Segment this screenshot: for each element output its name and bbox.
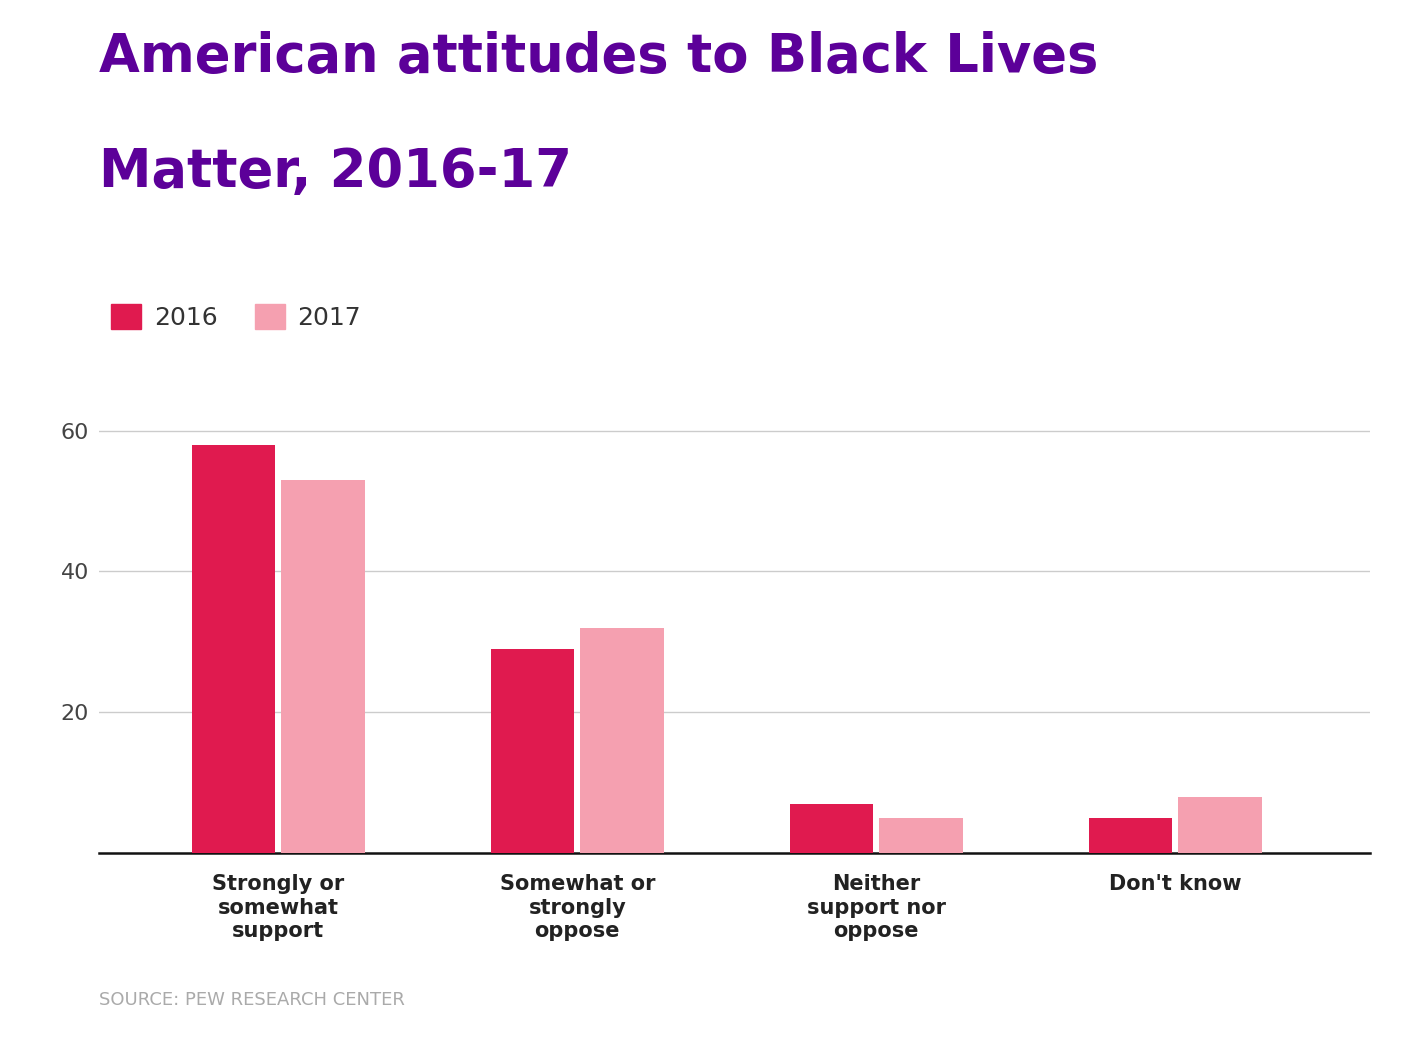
Bar [580, 628, 664, 853]
Text: Matter, 2016-17: Matter, 2016-17 [99, 146, 572, 198]
Bar [281, 479, 364, 853]
Bar [1089, 817, 1172, 853]
Bar [1178, 797, 1262, 853]
Text: American attitudes to Black Lives: American attitudes to Black Lives [99, 31, 1099, 83]
Bar [880, 817, 963, 853]
Bar [192, 445, 275, 853]
Legend: 2016, 2017: 2016, 2017 [112, 304, 361, 330]
Bar [490, 649, 575, 853]
Bar [789, 804, 873, 853]
Text: SOURCE: PEW RESEARCH CENTER: SOURCE: PEW RESEARCH CENTER [99, 991, 405, 1009]
